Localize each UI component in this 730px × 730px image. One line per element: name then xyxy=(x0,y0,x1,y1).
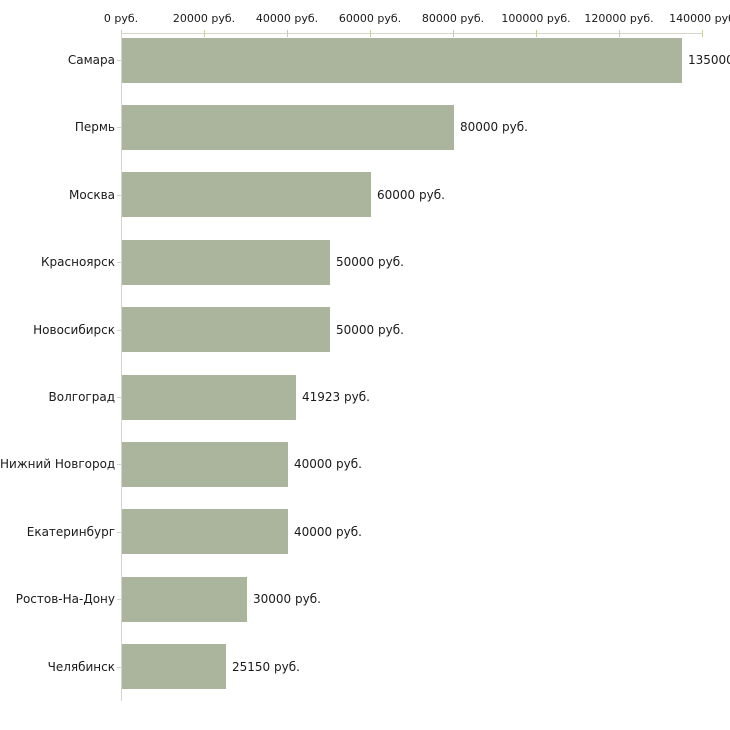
category-label: Москва xyxy=(69,187,115,202)
bar-value-label: 80000 руб. xyxy=(460,120,528,135)
category-tick xyxy=(117,194,121,196)
x-axis-tick xyxy=(619,30,620,37)
bar xyxy=(122,172,371,218)
x-axis-line xyxy=(121,33,703,34)
x-axis-tick-label: 60000 руб. xyxy=(338,12,402,25)
bar xyxy=(122,307,330,353)
bar-value-label: 25150 руб. xyxy=(232,659,300,674)
category-tick xyxy=(117,531,121,533)
category-tick xyxy=(117,397,121,398)
y-axis-line xyxy=(121,33,122,701)
category-tick xyxy=(117,127,121,129)
category-label: Красноярск xyxy=(41,255,115,270)
bar xyxy=(122,104,454,150)
category-tick xyxy=(117,329,121,331)
bar xyxy=(122,644,226,690)
x-axis-tick xyxy=(702,30,703,37)
category-label: Самара xyxy=(67,53,115,67)
x-axis-tick xyxy=(453,30,454,37)
x-axis-tick-label: 20000 руб. xyxy=(172,12,236,25)
bar-value-label: 50000 руб. xyxy=(336,255,404,270)
category-tick xyxy=(117,599,121,601)
x-axis-tick-label: 140000 руб xyxy=(669,12,730,25)
category-label: Волгоград xyxy=(48,390,115,404)
bar-value-label: 40000 руб. xyxy=(294,524,362,539)
bar-value-label: 60000 руб. xyxy=(377,187,445,202)
category-tick xyxy=(117,60,121,61)
bar xyxy=(122,374,296,420)
bar-value-label: 40000 руб. xyxy=(294,457,362,472)
x-axis-tick xyxy=(204,30,205,37)
category-label: Нижний Новгород xyxy=(0,457,116,472)
x-axis-tick xyxy=(287,30,288,37)
bar xyxy=(122,509,288,555)
bar-value-label: 50000 руб. xyxy=(336,322,404,337)
x-axis-tick-label: 80000 руб. xyxy=(421,12,485,25)
category-tick xyxy=(117,464,121,466)
x-axis-tick-label: 120000 руб. xyxy=(584,12,654,25)
x-axis-tick-label: 100000 руб. xyxy=(501,12,571,25)
bar xyxy=(122,576,247,622)
x-axis-tick-label: 0 руб. xyxy=(103,12,139,25)
x-axis-tick xyxy=(370,30,371,37)
x-axis-tick xyxy=(536,30,537,37)
category-label: Челябинск xyxy=(47,659,115,674)
bar-value-label: 41923 руб. xyxy=(302,390,370,404)
category-label: Новосибирск xyxy=(33,322,115,337)
bar xyxy=(122,239,330,285)
category-tick xyxy=(117,666,121,668)
category-tick xyxy=(117,262,121,264)
bar xyxy=(122,37,682,83)
category-label: Екатеринбург xyxy=(26,524,115,539)
bar-value-label: 135000 xyxy=(688,53,730,67)
bar-value-label: 30000 руб. xyxy=(253,592,321,607)
category-label: Пермь xyxy=(74,120,115,135)
bar xyxy=(122,441,288,487)
category-label: Ростов-На-Дону xyxy=(15,592,115,607)
x-axis-tick-label: 40000 руб. xyxy=(255,12,319,25)
